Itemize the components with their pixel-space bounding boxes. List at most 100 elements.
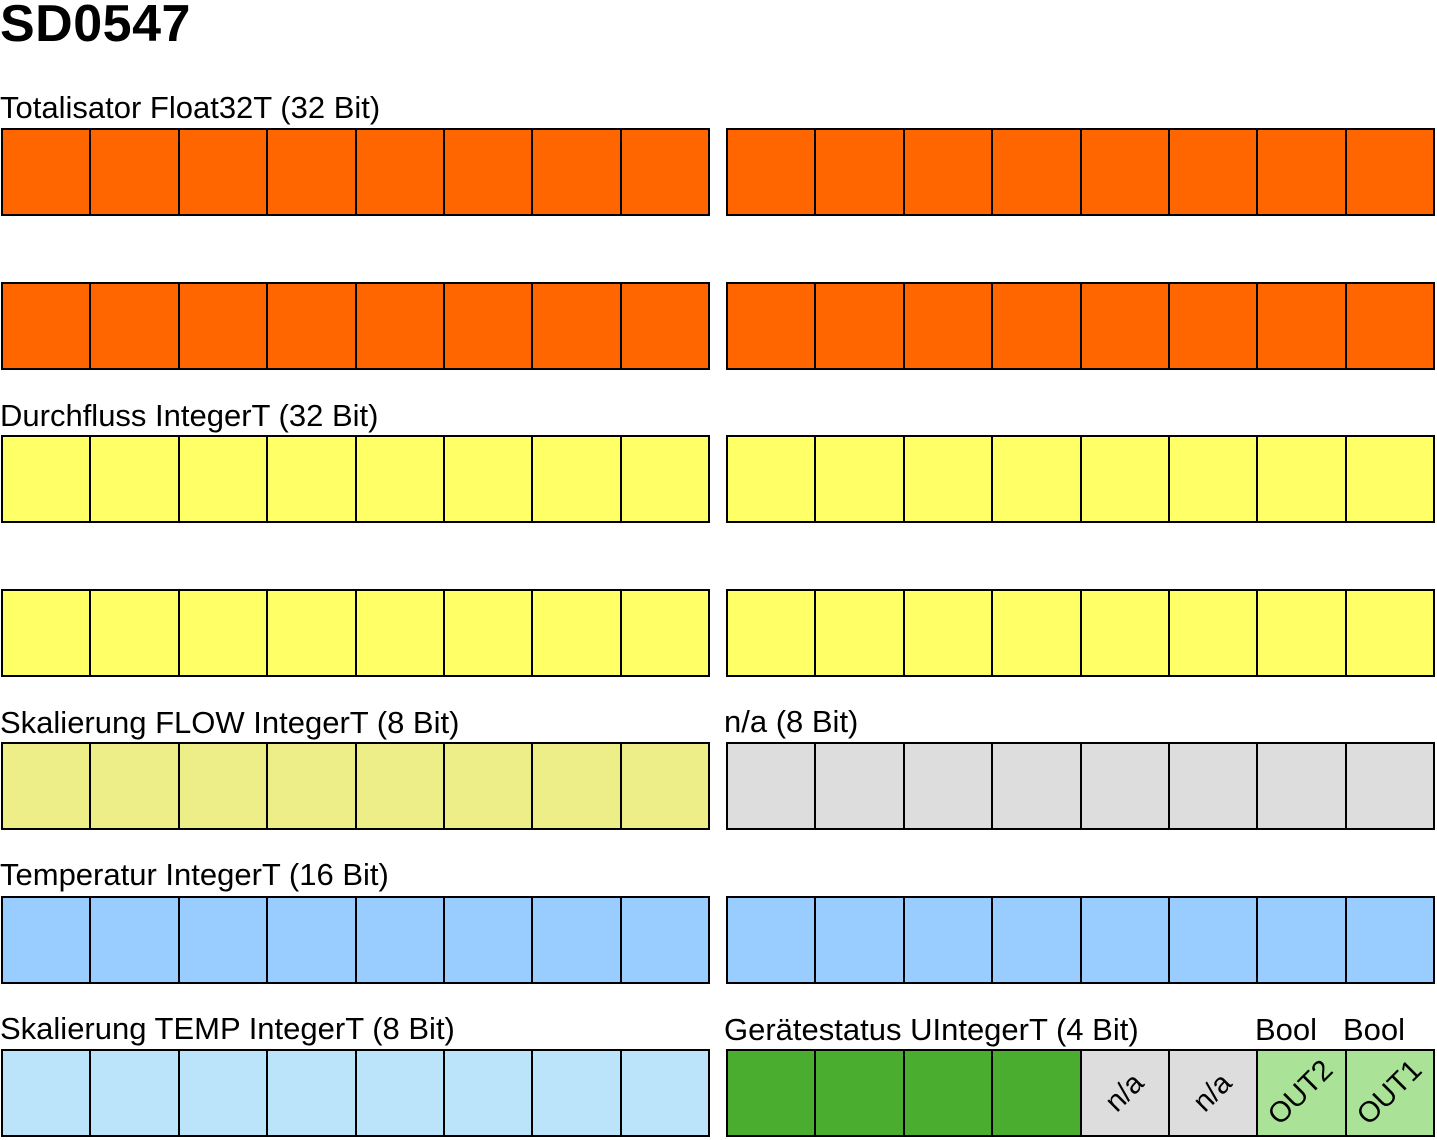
- bit-cell: [533, 898, 622, 982]
- bit-cell: [1169, 437, 1259, 521]
- bit-cell: [533, 130, 622, 214]
- totalisator-row-2-left-byte: [1, 282, 710, 370]
- bit-cell: n/a: [1081, 1051, 1170, 1135]
- bit-cell: [3, 130, 92, 214]
- bit-cell: [3, 1051, 92, 1135]
- bit-cell: [904, 591, 994, 675]
- bit-cell: [444, 437, 534, 521]
- bit-cell: [444, 284, 534, 368]
- bit-cell: [533, 284, 622, 368]
- bit-cell: [621, 437, 708, 521]
- bit-cell: [904, 130, 994, 214]
- totalisator-row-1-right-byte: [726, 128, 1435, 216]
- bit-cell: [268, 898, 357, 982]
- bit-cell: [268, 130, 357, 214]
- bit-cell: [179, 591, 269, 675]
- bit-cell: [816, 591, 905, 675]
- bit-cell: [533, 744, 622, 828]
- bit-cell: [816, 437, 905, 521]
- bit-cell: [1169, 591, 1259, 675]
- bit-cell: [1169, 130, 1259, 214]
- bit-cell: [904, 437, 994, 521]
- bit-cell: [533, 591, 622, 675]
- durchfluss-label: Durchfluss IntegerT (32 Bit): [0, 398, 379, 433]
- bit-cell: [728, 744, 817, 828]
- bit-cell: [621, 744, 708, 828]
- page-title: SD0547: [0, 0, 191, 53]
- bit-cell: [91, 898, 180, 982]
- cell-label-na1: n/a: [1098, 1067, 1150, 1119]
- bit-cell: [533, 1051, 622, 1135]
- bit-cell: [179, 284, 269, 368]
- bit-cell: [356, 591, 445, 675]
- bit-cell: [356, 1051, 445, 1135]
- bit-cell: [1346, 130, 1433, 214]
- temperatur-label: Temperatur IntegerT (16 Bit): [0, 857, 389, 892]
- bit-cell: [1081, 591, 1170, 675]
- bit-cell: [993, 898, 1082, 982]
- totalisator-row-2-right-byte: [726, 282, 1435, 370]
- bit-cell: [356, 744, 445, 828]
- bit-cell: [3, 284, 92, 368]
- totalisator-label: Totalisator Float32T (32 Bit): [0, 90, 381, 125]
- temperatur-row-right-byte: [726, 896, 1435, 984]
- bit-cell: [1346, 898, 1433, 982]
- bit-cell: [3, 744, 92, 828]
- bit-cell: [268, 284, 357, 368]
- bit-cell: [1081, 437, 1170, 521]
- bit-cell: [356, 130, 445, 214]
- bit-cell: [1346, 284, 1433, 368]
- cell-label-out1: OUT1: [1350, 1053, 1429, 1132]
- bit-cell: [904, 284, 994, 368]
- bit-cell: [1258, 284, 1347, 368]
- bit-cell: [444, 591, 534, 675]
- bit-cell: OUT1: [1346, 1051, 1433, 1135]
- bit-cell: [621, 130, 708, 214]
- bit-cell: [179, 744, 269, 828]
- bit-cell: [444, 744, 534, 828]
- bit-cell: [621, 284, 708, 368]
- bit-cell: [444, 1051, 534, 1135]
- bool-out2-label: Bool: [1255, 1012, 1318, 1047]
- bit-cell: [1081, 284, 1170, 368]
- bit-cell: [816, 284, 905, 368]
- skalierung-temp-row-right-byte: n/a n/a OUT2 OUT1: [726, 1049, 1435, 1137]
- bit-cell: [91, 130, 180, 214]
- bit-cell: [1081, 130, 1170, 214]
- bit-cell: [1169, 744, 1259, 828]
- bit-cell: [533, 437, 622, 521]
- bit-cell: [268, 1051, 357, 1135]
- bit-cell: [621, 898, 708, 982]
- bit-cell: [993, 437, 1082, 521]
- bit-cell: [179, 1051, 269, 1135]
- bit-cell: [3, 591, 92, 675]
- bit-cell: [1258, 591, 1347, 675]
- bit-cell: [268, 437, 357, 521]
- na-8bit-label: n/a (8 Bit): [724, 704, 859, 739]
- bit-cell: [356, 284, 445, 368]
- bit-cell: [1258, 744, 1347, 828]
- bit-cell: [179, 898, 269, 982]
- bit-cell: [1346, 591, 1433, 675]
- bit-cell: [91, 591, 180, 675]
- bit-cell: [3, 898, 92, 982]
- temperatur-row-left-byte: [1, 896, 710, 984]
- durchfluss-row-2-right-byte: [726, 589, 1435, 677]
- durchfluss-row-1-left-byte: [1, 435, 710, 523]
- bit-cell: [91, 437, 180, 521]
- bit-cell: [91, 1051, 180, 1135]
- durchfluss-row-2-left-byte: [1, 589, 710, 677]
- bit-cell: [268, 744, 357, 828]
- bit-cell: [1258, 130, 1347, 214]
- bit-cell: [1081, 898, 1170, 982]
- bit-cell: [356, 898, 445, 982]
- bit-cell: [621, 1051, 708, 1135]
- skalierung-flow-label: Skalierung FLOW IntegerT (8 Bit): [0, 705, 460, 740]
- cell-label-na2: n/a: [1187, 1067, 1239, 1119]
- totalisator-row-1-left-byte: [1, 128, 710, 216]
- bit-cell: [993, 744, 1082, 828]
- bit-cell: [1258, 437, 1347, 521]
- bit-cell: [179, 437, 269, 521]
- bit-cell: [1346, 437, 1433, 521]
- durchfluss-row-1-right-byte: [726, 435, 1435, 523]
